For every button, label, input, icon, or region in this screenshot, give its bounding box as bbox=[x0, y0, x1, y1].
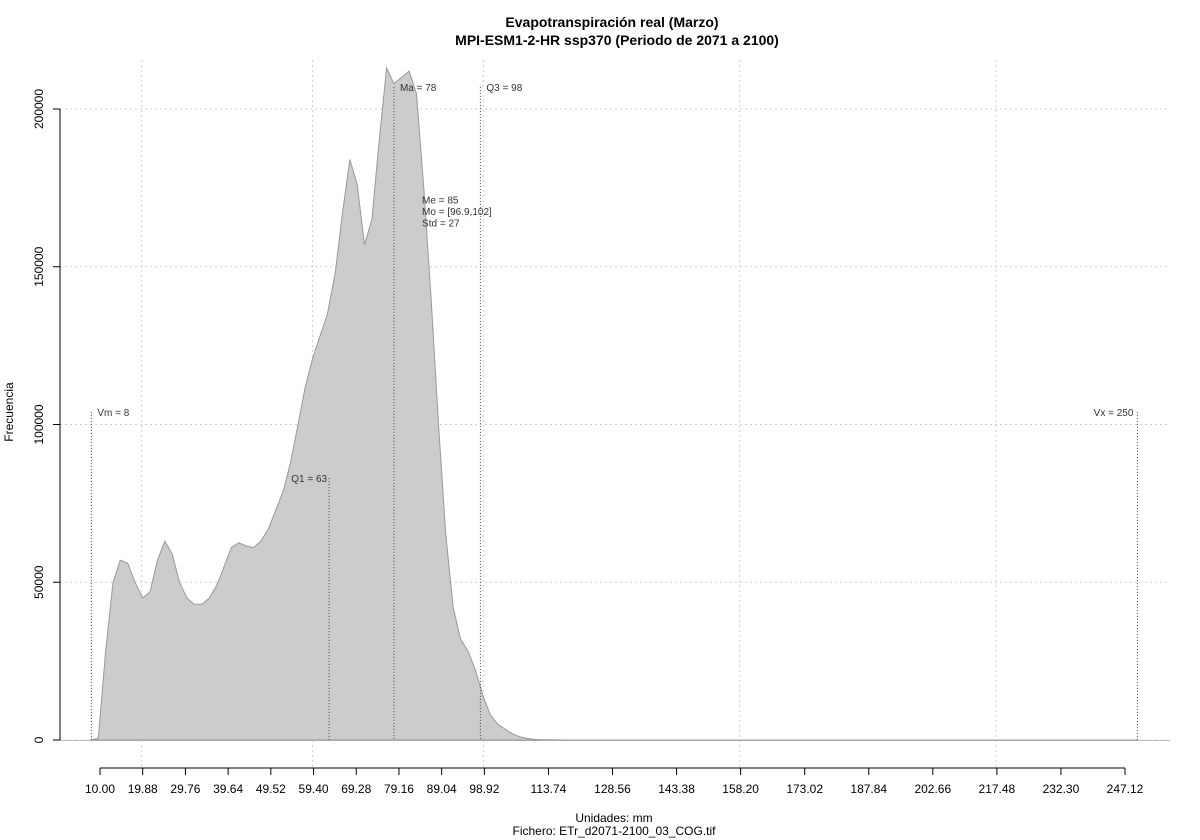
x-tick-label: 143.38 bbox=[658, 782, 695, 796]
chart-subtitle: MPI-ESM1-2-HR ssp370 (Periodo de 2071 a … bbox=[455, 32, 779, 48]
marker-label: Q1 = 63 bbox=[291, 474, 327, 485]
x-tick-label: 59.40 bbox=[299, 782, 329, 796]
x-tick-label: 10.00 bbox=[85, 782, 115, 796]
x-tick-label: 49.52 bbox=[256, 782, 286, 796]
x-tick-label: 217.48 bbox=[979, 782, 1016, 796]
x-tick-label: 113.74 bbox=[531, 782, 567, 796]
x-tick-label: 128.56 bbox=[594, 782, 631, 796]
x-tick-label: 232.30 bbox=[1043, 782, 1080, 796]
marker-label: Q3 = 98 bbox=[486, 83, 522, 94]
y-axis-label: Frecuencia bbox=[2, 382, 16, 442]
mode-label: Mo = [96.9,102] bbox=[422, 207, 492, 218]
x-tick-label: 202.66 bbox=[914, 782, 951, 796]
y-tick-label: 100000 bbox=[32, 404, 46, 444]
x-tick-label: 187.84 bbox=[850, 782, 887, 796]
marker-label: Vx = 250 bbox=[1094, 408, 1134, 419]
statistic-markers: Vm = 8 Q1 = 63 Ma = 78 Q3 = 98 Vx = 250 bbox=[90, 83, 1138, 740]
x-tick-label: 89.04 bbox=[427, 782, 457, 796]
stats-annotation: Me = 85 Mo = [96.9,102] Std = 27 bbox=[422, 196, 492, 230]
marker-label: Ma = 78 bbox=[400, 83, 437, 94]
x-axis-label: Unidades: mm bbox=[575, 811, 652, 825]
marker-label: Vm = 8 bbox=[97, 408, 129, 419]
x-axis: 10.00 19.88 29.76 39.64 49.52 59.40 69.28 79.16… bbox=[85, 767, 1144, 796]
chart-title: Evapotranspiración real (Marzo) bbox=[505, 14, 718, 30]
x-tick-label: 173.02 bbox=[786, 782, 823, 796]
std-label: Std = 27 bbox=[422, 219, 460, 230]
file-footer: Fichero: ETr_d2071-2100_03_COG.tif bbox=[513, 824, 717, 838]
x-tick-label: 158.20 bbox=[722, 782, 759, 796]
x-tick-label: 247.12 bbox=[1107, 782, 1144, 796]
median-label: Me = 85 bbox=[422, 196, 459, 207]
x-tick-label: 39.64 bbox=[213, 782, 243, 796]
x-tick-label: 69.28 bbox=[341, 782, 371, 796]
x-tick-label: 19.88 bbox=[128, 782, 158, 796]
x-tick-label: 29.76 bbox=[170, 782, 200, 796]
y-tick-label: 0 bbox=[32, 736, 46, 743]
y-tick-label: 150000 bbox=[32, 246, 46, 286]
density-area bbox=[91, 66, 1138, 741]
x-tick-label: 98.92 bbox=[469, 782, 499, 796]
x-tick-label: 79.16 bbox=[384, 782, 414, 796]
y-axis: 0 50000 100000 150000 200000 bbox=[32, 89, 61, 743]
y-tick-label: 50000 bbox=[32, 565, 46, 599]
y-tick-label: 200000 bbox=[32, 89, 46, 129]
